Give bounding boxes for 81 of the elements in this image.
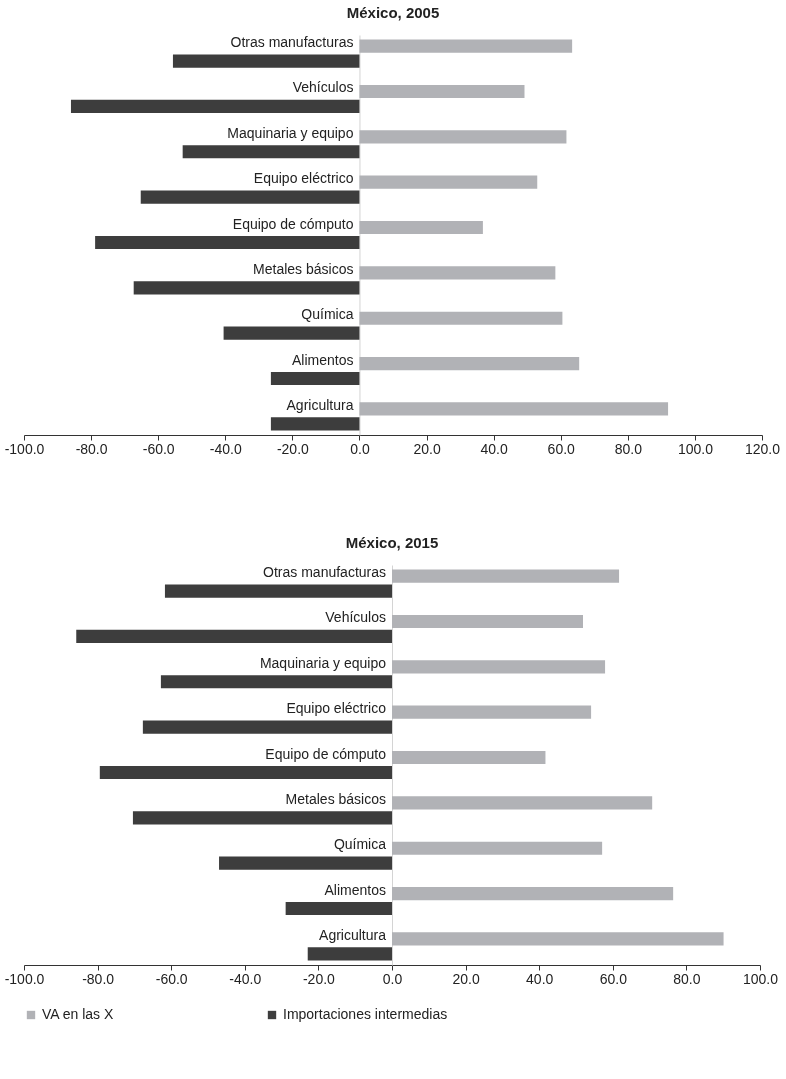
x-tick-label: 40.0 xyxy=(480,440,508,457)
bar xyxy=(392,887,674,901)
y-tick-label: Agricultura xyxy=(319,926,387,943)
bar xyxy=(392,841,603,855)
bar xyxy=(219,856,392,870)
bar xyxy=(359,220,483,235)
x-tick-label: 80.0 xyxy=(673,970,701,987)
y-tick-label: Maquinaria y equipo xyxy=(227,124,354,141)
bar xyxy=(392,796,653,810)
bar xyxy=(140,190,360,204)
bar xyxy=(392,569,620,583)
chart-title: México, 2015 xyxy=(345,534,439,551)
x-tick-label: -100.0 xyxy=(4,440,45,457)
x-tick-label: 20.0 xyxy=(452,970,480,987)
bar xyxy=(99,765,392,780)
y-tick-label: Metales básicos xyxy=(285,790,386,807)
bar xyxy=(392,660,606,674)
y-tick-label: Alimentos xyxy=(324,881,386,898)
x-tick-label: 60.0 xyxy=(599,970,628,987)
x-tick-label: -40.0 xyxy=(229,970,262,987)
bar xyxy=(160,675,392,689)
bar xyxy=(164,584,392,598)
bar xyxy=(270,371,360,386)
x-tick-label: -100.0 xyxy=(4,970,45,987)
x-tick-label: -20.0 xyxy=(302,970,336,987)
y-tick-label: Equipo de cómputo xyxy=(232,215,354,232)
bar xyxy=(285,901,392,916)
x-tick-label: -40.0 xyxy=(209,440,242,457)
x-tick-label: 60.0 xyxy=(547,440,576,457)
y-tick-label: Maquinaria y equipo xyxy=(259,654,387,671)
x-tick-label: 40.0 xyxy=(526,970,554,987)
x-tick-label: 100.0 xyxy=(677,440,714,457)
bar xyxy=(133,281,360,295)
chart-title: México, 2005 xyxy=(346,4,440,21)
bar xyxy=(223,326,360,340)
y-tick-label: Química xyxy=(333,836,387,853)
bar xyxy=(359,357,580,371)
bar xyxy=(76,629,392,643)
bar xyxy=(142,720,392,734)
bar xyxy=(307,947,392,961)
bar xyxy=(392,614,583,629)
bar xyxy=(392,750,546,765)
x-tick-label: -20.0 xyxy=(276,440,310,457)
x-tick-label: 20.0 xyxy=(413,440,441,457)
bar xyxy=(95,235,360,250)
bar xyxy=(182,145,360,159)
y-tick-label: Química xyxy=(301,306,354,323)
bar xyxy=(392,932,724,946)
y-tick-label: Vehículos xyxy=(325,609,386,626)
y-tick-label: Equipo de cómputo xyxy=(265,745,387,762)
y-tick-label: Agricultura xyxy=(286,396,354,413)
x-tick-label: 0.0 xyxy=(382,970,403,987)
y-tick-label: Otras manufacturas xyxy=(230,34,354,51)
bar xyxy=(359,175,538,189)
y-tick-label: Alimentos xyxy=(291,351,354,368)
y-tick-label: Equipo eléctrico xyxy=(286,700,387,717)
bar xyxy=(70,99,360,113)
bar xyxy=(359,84,525,99)
bar xyxy=(359,130,567,144)
bar xyxy=(359,402,669,416)
bar xyxy=(172,54,360,68)
x-tick-label: 80.0 xyxy=(614,440,643,457)
x-tick-label: 0.0 xyxy=(350,440,370,457)
x-tick-label: -60.0 xyxy=(155,970,188,987)
bar xyxy=(359,311,563,325)
bar xyxy=(392,705,592,719)
y-tick-label: Metales básicos xyxy=(253,260,354,277)
bar xyxy=(132,811,392,825)
y-tick-label: Equipo eléctrico xyxy=(253,170,354,187)
bar xyxy=(359,266,556,280)
x-tick-label: 100.0 xyxy=(742,970,779,987)
x-tick-label: -60.0 xyxy=(142,440,175,457)
y-tick-label: Otras manufacturas xyxy=(263,564,386,581)
x-tick-label: -80.0 xyxy=(75,440,108,457)
legend-label: VA en las X xyxy=(42,1006,114,1022)
bar xyxy=(270,417,360,431)
bar xyxy=(359,39,573,53)
x-tick-label: -80.0 xyxy=(82,970,115,987)
y-tick-label: Vehículos xyxy=(292,79,354,96)
x-tick-label: 120.0 xyxy=(744,440,781,457)
legend-label: Importaciones intermedias xyxy=(283,1006,448,1022)
